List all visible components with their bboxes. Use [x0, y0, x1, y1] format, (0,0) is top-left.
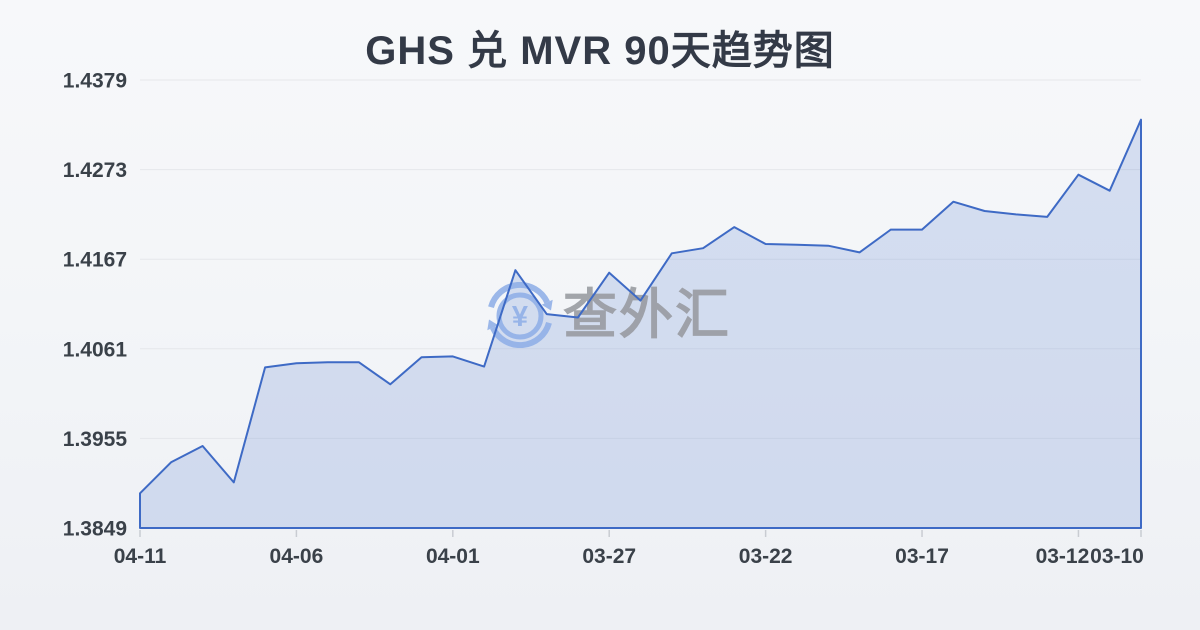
- x-axis-tick-label: 03-12: [1036, 545, 1090, 568]
- x-axis-tick-label: 03-10: [1090, 545, 1144, 568]
- x-axis-tick-label: 03-22: [739, 545, 793, 568]
- plot-area[interactable]: [140, 80, 1141, 528]
- x-axis-tick-label: 04-01: [426, 545, 480, 568]
- series-line: [139, 118, 1142, 529]
- series-area-fill: [140, 119, 1141, 528]
- x-axis-tick-label: 03-27: [582, 545, 636, 568]
- page-title: GHS 兑 MVR 90天趋势图: [365, 29, 835, 73]
- y-axis-tick-label: 1.3955: [63, 428, 128, 451]
- y-axis-tick-label: 1.4061: [63, 338, 128, 361]
- x-axis-tick-label: 04-06: [270, 545, 324, 568]
- y-axis-tick-label: 1.4273: [63, 159, 127, 182]
- y-axis-tick-label: 1.4379: [63, 70, 127, 93]
- y-axis-tick-label: 1.4167: [63, 249, 127, 272]
- x-axis-tick-label: 03-17: [895, 545, 949, 568]
- y-axis-tick-label: 1.3849: [63, 518, 127, 541]
- x-axis-tick-label: 04-11: [114, 545, 167, 568]
